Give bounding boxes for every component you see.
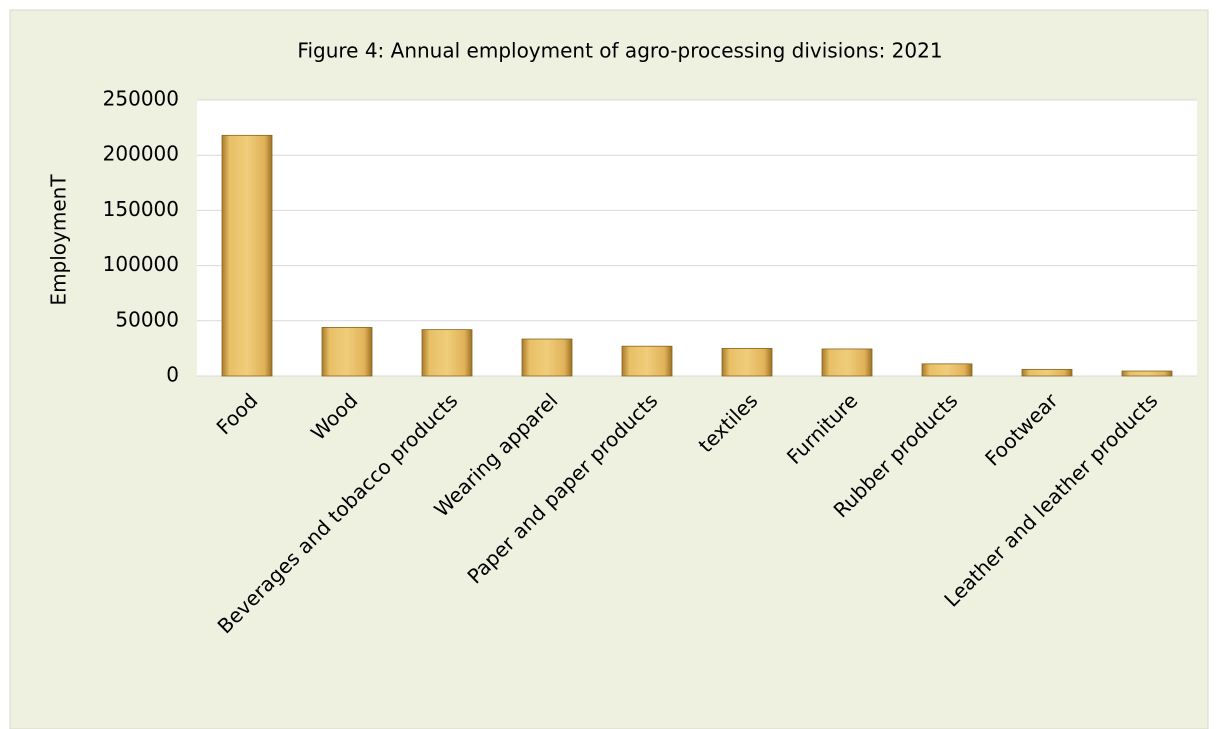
chart-title: Figure 4: Annual employment of agro-proc… — [297, 39, 942, 63]
bar — [521, 338, 573, 377]
bar — [721, 347, 773, 377]
y-tick-label: 150000 — [103, 197, 179, 221]
bar — [321, 327, 373, 377]
bar — [621, 345, 673, 377]
bar — [821, 348, 873, 377]
y-axis-label: EmploymenT — [47, 174, 71, 306]
bar — [1021, 368, 1073, 377]
bar — [1121, 370, 1173, 377]
bar — [921, 363, 973, 377]
y-tick-label: 50000 — [115, 307, 179, 331]
bar — [221, 134, 273, 377]
y-tick-label: 0 — [166, 363, 179, 387]
y-tick-label: 100000 — [103, 252, 179, 276]
bar — [421, 329, 473, 377]
y-tick-label: 250000 — [103, 87, 179, 111]
y-tick-label: 200000 — [103, 142, 179, 166]
